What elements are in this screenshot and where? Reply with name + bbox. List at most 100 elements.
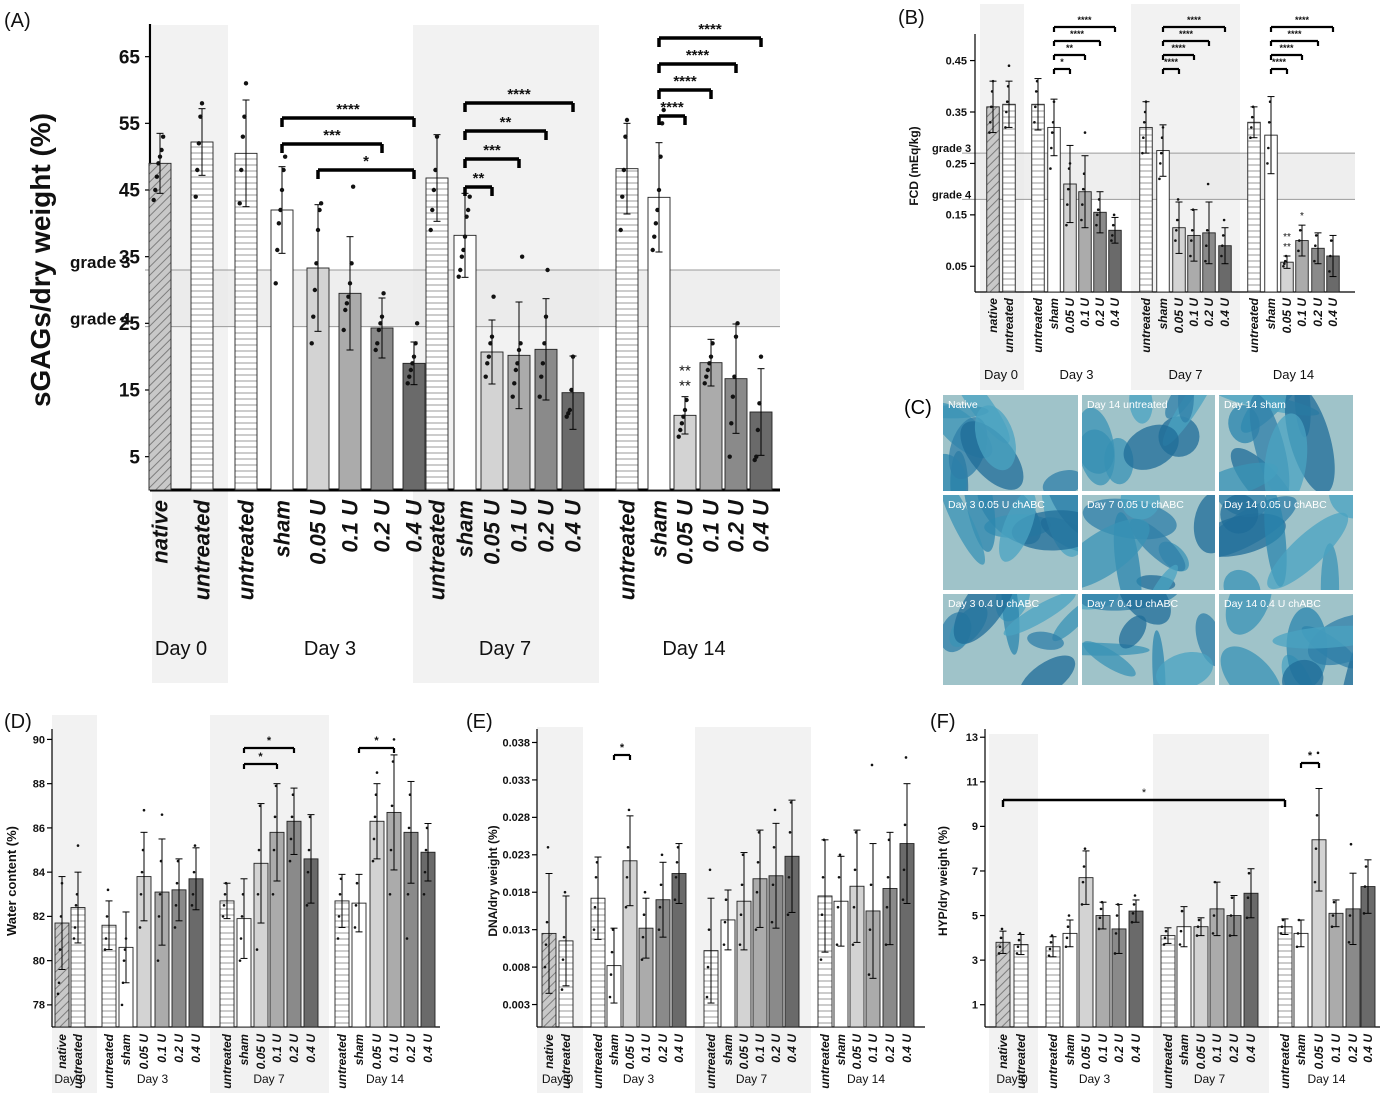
data-point: [867, 973, 871, 976]
data-point: [519, 254, 525, 259]
y-tick-label: 0.038: [502, 737, 530, 749]
data-point: [312, 287, 318, 293]
day-shade-region: [537, 727, 583, 1093]
data-point: [407, 826, 411, 830]
y-tick-label: 15: [119, 381, 141, 402]
data-point: [1282, 264, 1285, 268]
category-label: 0.2 U: [1311, 298, 1325, 327]
data-point: [159, 859, 163, 863]
data-point: [513, 367, 519, 373]
data-point: [1066, 187, 1070, 191]
data-point: [1033, 120, 1036, 124]
data-point: [408, 367, 414, 373]
micrograph-caption: Day 3 0.4 U chABC: [948, 598, 1040, 610]
group-label: Day 0: [542, 1072, 574, 1086]
data-point: [1347, 940, 1351, 944]
grade-label: grade 4: [932, 189, 972, 201]
data-point: [851, 943, 855, 946]
category-label: 0.05 U: [480, 499, 505, 565]
category-label: 0.2 U: [404, 1034, 418, 1063]
tissue-stain-blob: [1272, 625, 1353, 649]
data-point: [274, 784, 278, 788]
data-point: [105, 915, 109, 918]
tissue-stain-blob: [1220, 495, 1259, 534]
data-point: [411, 354, 417, 359]
data-point: [371, 859, 375, 863]
data-point: [676, 846, 680, 849]
category-label: 0.2 U: [534, 499, 559, 553]
data-point: [723, 920, 727, 924]
data-point: [73, 926, 77, 929]
y-tick-label: 78: [33, 1000, 45, 1012]
category-label: 0.4 U: [900, 1034, 914, 1063]
category-label: sham: [721, 1034, 735, 1066]
y-tick-label: 0.35: [946, 107, 967, 119]
data-point: [681, 414, 686, 419]
data-point: [1220, 254, 1223, 258]
category-label: 0.4 U: [749, 499, 774, 553]
y-tick-label: 11: [966, 777, 978, 789]
y-tick-label: 0.25: [946, 158, 967, 170]
data-point: [483, 374, 488, 379]
data-point: [1034, 90, 1038, 93]
tissue-stain-blob: [1156, 651, 1214, 685]
data-point: [1283, 259, 1287, 263]
data-point: [1141, 151, 1144, 155]
category-label: untreated: [1161, 1033, 1175, 1088]
data-point: [1052, 100, 1056, 104]
data-point: [389, 848, 393, 852]
tissue-stain-blob: [1195, 613, 1215, 667]
data-point: [1178, 943, 1182, 946]
data-point: [318, 201, 324, 206]
data-point: [1191, 208, 1195, 212]
data-point: [754, 928, 758, 931]
category-label: sham: [237, 1034, 251, 1066]
data-point: [786, 913, 790, 916]
category-label: untreated: [591, 1033, 605, 1088]
data-point: [758, 354, 764, 359]
data-point: [1222, 218, 1226, 222]
significance-label: *: [620, 742, 625, 754]
category-label: 0.4 U: [189, 1034, 203, 1063]
category-label: 0.05 U: [737, 1034, 751, 1070]
data-point: [1080, 903, 1084, 906]
day-shade-region: [989, 734, 1038, 1093]
data-point: [315, 227, 321, 233]
data-point: [1131, 912, 1135, 915]
data-point: [516, 347, 522, 353]
data-point: [730, 394, 736, 399]
tissue-stain-blob: [1123, 424, 1179, 470]
data-point: [1228, 934, 1232, 937]
significance-label: *: [267, 735, 272, 747]
data-point: [373, 815, 377, 819]
tissue-stain-blob: [1225, 594, 1273, 635]
data-point: [1266, 162, 1269, 165]
data-point: [708, 868, 712, 872]
data-point: [902, 868, 906, 872]
data-point: [620, 194, 625, 199]
tissue-stain-blob: [1220, 646, 1283, 685]
data-point: [771, 883, 775, 887]
data-point: [391, 760, 395, 763]
data-point: [462, 234, 468, 239]
data-point: [354, 904, 358, 907]
data-point: [1314, 234, 1318, 237]
data-point: [512, 381, 517, 386]
group-label: Day 3: [1079, 1072, 1111, 1086]
bar: [1031, 103, 1045, 293]
data-point: [1206, 182, 1210, 186]
significance-label: ****: [1070, 29, 1085, 39]
data-point: [121, 981, 125, 985]
data-point: [853, 868, 857, 872]
data-point: [885, 905, 889, 909]
data-point: [518, 341, 523, 346]
significance-label: ****: [1295, 15, 1310, 25]
data-point: [199, 101, 205, 106]
data-point: [407, 374, 412, 379]
data-point: [317, 207, 322, 213]
data-point: [273, 815, 277, 819]
y-tick-label: 5: [129, 447, 140, 468]
data-point: [560, 988, 564, 991]
bar: [1160, 935, 1176, 1028]
micrograph-caption: Day 3 0.05 U chABC: [948, 499, 1045, 511]
